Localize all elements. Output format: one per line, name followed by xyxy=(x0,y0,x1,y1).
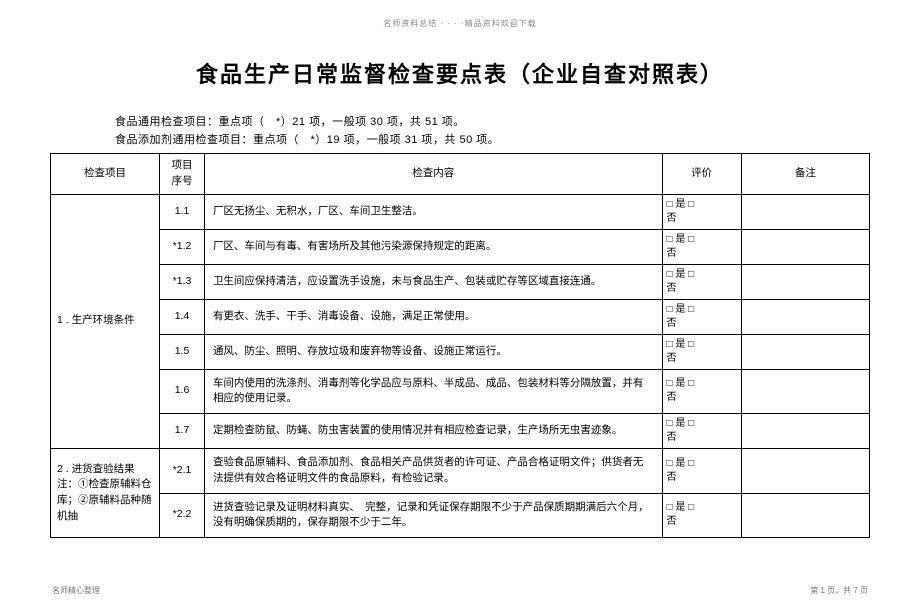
eval-cell: □ 是 □ 否 xyxy=(662,194,741,229)
seq-cell: *2.2 xyxy=(160,493,205,538)
th-category: 检查项目 xyxy=(51,154,160,195)
eval-cell: □ 是 □ 否 xyxy=(662,369,741,414)
content-cell: 定期检查防鼠、防蝇、防虫害装置的使用情况并有相应检查记录，生产场所无虫害迹象。 xyxy=(204,414,662,449)
seq-cell: *2.1 xyxy=(160,449,205,494)
table-row: 1.4有更衣、洗手、干手、消毒设备、设施，满足正常使用。□ 是 □ 否 xyxy=(51,299,870,334)
category-cell: 2 . 进货查验结果 注：①检查原辅料仓库；②原辅料品种随机抽 xyxy=(51,449,160,538)
eval-cell: □ 是 □ 否 xyxy=(662,334,741,369)
table-row: 1.7定期检查防鼠、防蝇、防虫害装置的使用情况并有相应检查记录，生产场所无虫害迹… xyxy=(51,414,870,449)
eval-cell: □ 是 □ 否 xyxy=(662,493,741,538)
eval-cell: □ 是 □ 否 xyxy=(662,229,741,264)
remark-cell xyxy=(741,369,869,414)
remark-cell xyxy=(741,264,869,299)
content-cell: 查验食品原辅料、食品添加剂、食品相关产品供货者的许可证、产品合格证明文件；供货者… xyxy=(204,449,662,494)
eval-cell: □ 是 □ 否 xyxy=(662,264,741,299)
footer-left: 名师精心整理 xyxy=(52,585,100,596)
page-title: 食品生产日常监督检查要点表（企业自查对照表） xyxy=(50,57,870,89)
seq-cell: 1.1 xyxy=(160,194,205,229)
table-row: 1.5通风、防尘、照明、存放垃圾和废弃物等设备、设施正常运行。□ 是 □ 否 xyxy=(51,334,870,369)
seq-cell: *1.2 xyxy=(160,229,205,264)
table-row: 1.6车间内使用的洗涤剂、消毒剂等化学品应与原料、半成品、成品、包装材料等分隔放… xyxy=(51,369,870,414)
remark-cell xyxy=(741,414,869,449)
content-cell: 厂区无扬尘、无积水，厂区、车间卫生整洁。 xyxy=(204,194,662,229)
remark-cell xyxy=(741,334,869,369)
content-cell: 卫生间应保持清洁，应设置洗手设施，未与食品生产、包装或贮存等区域直接连通。 xyxy=(204,264,662,299)
table-row: *2.2进货查验记录及证明材料真实、 完整，记录和凭证保存期限不少于产品保质期期… xyxy=(51,493,870,538)
eval-cell: □ 是 □ 否 xyxy=(662,299,741,334)
th-seq: 项目 序号 xyxy=(160,154,205,195)
footer-right: 第 1 页，共 7 页 xyxy=(810,585,868,596)
th-remark: 备注 xyxy=(741,154,869,195)
seq-cell: 1.5 xyxy=(160,334,205,369)
top-header: 名师资料总结 · · · ·精品资料欢迎下载 xyxy=(50,18,870,29)
subtitle-line2: 食品添加剂通用检查项目：重点项（ *）19 项，一般项 31 项，共 50 项。 xyxy=(115,131,870,147)
seq-cell: 1.7 xyxy=(160,414,205,449)
eval-cell: □ 是 □ 否 xyxy=(662,414,741,449)
remark-cell xyxy=(741,229,869,264)
seq-cell: 1.4 xyxy=(160,299,205,334)
table-row: *1.3卫生间应保持清洁，应设置洗手设施，未与食品生产、包装或贮存等区域直接连通… xyxy=(51,264,870,299)
remark-cell xyxy=(741,299,869,334)
remark-cell xyxy=(741,493,869,538)
content-cell: 厂区、车间与有毒、有害场所及其他污染源保持规定的距离。 xyxy=(204,229,662,264)
table-row: 1 . 生产环境条件1.1厂区无扬尘、无积水，厂区、车间卫生整洁。□ 是 □ 否 xyxy=(51,194,870,229)
checklist-table: 检查项目 项目 序号 检查内容 评价 备注 1 . 生产环境条件1.1厂区无扬尘… xyxy=(50,153,870,538)
th-eval: 评价 xyxy=(662,154,741,195)
remark-cell xyxy=(741,449,869,494)
table-row: *1.2厂区、车间与有毒、有害场所及其他污染源保持规定的距离。□ 是 □ 否 xyxy=(51,229,870,264)
seq-cell: 1.6 xyxy=(160,369,205,414)
content-cell: 有更衣、洗手、干手、消毒设备、设施，满足正常使用。 xyxy=(204,299,662,334)
category-cell: 1 . 生产环境条件 xyxy=(51,194,160,449)
remark-cell xyxy=(741,194,869,229)
eval-cell: □ 是 □ 否 xyxy=(662,449,741,494)
content-cell: 通风、防尘、照明、存放垃圾和废弃物等设备、设施正常运行。 xyxy=(204,334,662,369)
content-cell: 车间内使用的洗涤剂、消毒剂等化学品应与原料、半成品、成品、包装材料等分隔放置，并… xyxy=(204,369,662,414)
th-content: 检查内容 xyxy=(204,154,662,195)
seq-cell: *1.3 xyxy=(160,264,205,299)
table-row: 2 . 进货查验结果 注：①检查原辅料仓库；②原辅料品种随机抽*2.1查验食品原… xyxy=(51,449,870,494)
table-header-row: 检查项目 项目 序号 检查内容 评价 备注 xyxy=(51,154,870,195)
content-cell: 进货查验记录及证明材料真实、 完整，记录和凭证保存期限不少于产品保质期期满后六个… xyxy=(204,493,662,538)
subtitle-line1: 食品通用检查项目：重点项（ *）21 项，一般项 30 项，共 51 项。 xyxy=(115,113,870,129)
